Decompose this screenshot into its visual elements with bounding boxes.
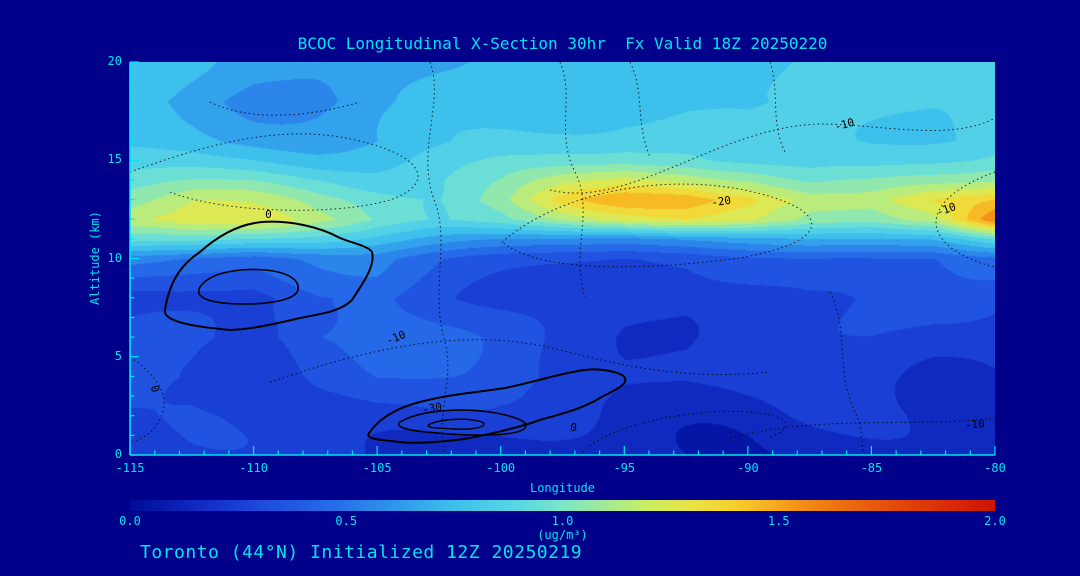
dotted-isoline	[829, 291, 866, 455]
y-tick-label: 0	[114, 447, 122, 461]
contour-label: -10	[384, 328, 407, 347]
contour-fill-canvas	[130, 62, 995, 455]
contour-label: -10	[833, 116, 856, 134]
x-tick-label: -80	[984, 461, 1006, 475]
dotted-isoline	[629, 62, 651, 158]
contour-label: -30	[421, 400, 443, 416]
solid-contour	[198, 268, 299, 305]
contour-label: 0	[148, 384, 162, 395]
dotted-isoline	[427, 62, 449, 455]
solid-contour	[164, 220, 374, 332]
contour-label: -10	[935, 200, 958, 219]
contour-label: 0	[265, 208, 272, 221]
y-tick-label: 20	[107, 54, 122, 68]
colorbar-tick-label: 0.0	[119, 514, 141, 528]
dotted-isoline	[729, 417, 995, 439]
dotted-isoline	[209, 101, 361, 116]
x-tick-label: -95	[613, 461, 636, 475]
solid-contour	[427, 418, 485, 430]
colorbar	[130, 500, 995, 511]
dotted-isoline	[130, 133, 419, 211]
x-tick-label: -90	[737, 461, 759, 475]
dotted-isoline	[130, 356, 165, 443]
dotted-isoline	[769, 62, 786, 153]
y-tick-label: 5	[114, 348, 122, 363]
x-tick-label: -100	[486, 461, 516, 475]
y-tick-label: 10	[107, 250, 122, 265]
x-tick-label: -110	[239, 461, 269, 475]
colorbar-tick-label: 1.0	[551, 514, 574, 528]
contour-label: -10	[964, 417, 985, 432]
x-tick-label: -85	[860, 461, 883, 475]
dotted-isoline	[549, 117, 995, 194]
y-tick-label: 15	[107, 152, 122, 167]
dotted-isoline	[935, 171, 995, 268]
colorbar-tick-label: 0.5	[335, 514, 358, 528]
colorbar-tick-label: 2.0	[984, 514, 1006, 528]
x-tick-label: -115	[115, 461, 145, 475]
colorbar-tick-label: 1.5	[767, 514, 790, 528]
x-tick-label: -105	[362, 461, 392, 475]
run-info-text: Toronto (44°N) Initialized 12Z 20250219	[140, 542, 583, 563]
dotted-isoline	[579, 410, 787, 455]
solid-contour	[367, 368, 627, 444]
dotted-isoline	[559, 62, 586, 298]
solid-contour	[397, 409, 527, 436]
dotted-isoline	[269, 339, 771, 383]
contour-label: -20	[710, 194, 731, 210]
chart-title: BCOC Longitudinal X-Section 30hr Fx Vali…	[297, 34, 828, 53]
dotted-isoline	[501, 183, 813, 268]
contour-lines-overlay: 0 -10 -20 -10 -10 0 -30 0 -10	[130, 62, 995, 455]
x-axis-title: Longitude	[529, 481, 596, 495]
colorbar-units: (ug/m³)	[537, 528, 588, 542]
contour-label: 0	[569, 421, 578, 435]
